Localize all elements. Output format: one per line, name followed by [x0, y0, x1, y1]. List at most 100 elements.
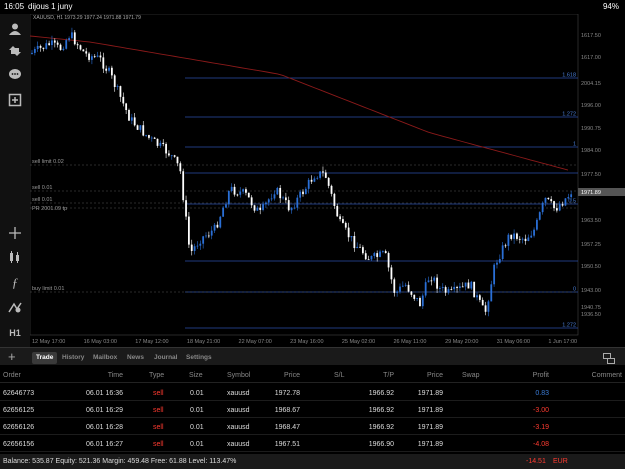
col-order[interactable]: Order: [3, 372, 21, 379]
col-swap[interactable]: Swap: [462, 372, 480, 379]
candle-body: [444, 287, 447, 293]
cell-cur-price: 1971.89: [417, 407, 443, 414]
candle-body: [139, 125, 142, 130]
trade-icon[interactable]: [5, 42, 25, 60]
candle-body: [544, 197, 547, 203]
candle-body: [45, 43, 48, 49]
add-icon[interactable]: [5, 91, 25, 109]
layout-icon[interactable]: [603, 351, 615, 369]
candle-body: [205, 235, 207, 237]
col-tp[interactable]: T/P: [383, 372, 394, 379]
candle-body: [190, 244, 193, 251]
candle-body: [62, 48, 65, 50]
current-price-label: 1971.89: [581, 190, 601, 196]
candle-body: [430, 280, 433, 282]
candle-body: [48, 43, 51, 46]
price-axis-label: 1963.50: [581, 218, 601, 224]
col-symbol[interactable]: Symbol: [227, 372, 251, 379]
tab-settings[interactable]: Settings: [186, 354, 212, 361]
col-profit[interactable]: Profit: [532, 372, 549, 379]
cell-time: 06.01 16:29: [86, 407, 123, 414]
candle-body: [570, 194, 573, 198]
table-row[interactable]: 62646773 06.01 16:36 sell 0.01 xauusd 1972.78…: [0, 384, 625, 401]
candle-body: [267, 199, 270, 203]
col-time[interactable]: Time: [107, 372, 123, 379]
candle-body: [179, 163, 182, 172]
candle-body: [513, 233, 515, 239]
candle-body: [356, 246, 359, 249]
candle-body: [339, 216, 341, 220]
chat-icon[interactable]: [5, 66, 25, 84]
candle-body: [461, 286, 464, 288]
tab-journal[interactable]: Journal: [154, 354, 178, 361]
date-axis-label: 12 May 17:00: [32, 339, 65, 345]
candle-body: [276, 187, 279, 195]
candle-body: [527, 237, 530, 241]
candle-body: [516, 233, 518, 239]
candle-body: [330, 185, 333, 194]
table-row[interactable]: 62656125 06.01 16:29 sell 0.01 xauusd 1968.67…: [0, 401, 625, 418]
candle-body: [433, 277, 436, 281]
cell-type: sell: [153, 407, 164, 414]
candle-body: [290, 207, 293, 211]
candle-body: [561, 204, 564, 206]
tab-bar: + Trade History Mailbox News Journal Set…: [0, 347, 625, 365]
col-type[interactable]: Type: [149, 372, 165, 379]
candle-body: [259, 207, 262, 210]
status-date: dijous 1 juny: [28, 2, 73, 11]
moving-average-line: [30, 35, 569, 171]
col-comment[interactable]: Comment: [591, 372, 622, 379]
candle-body: [96, 55, 99, 57]
candle-body: [236, 194, 239, 196]
candle-body: [65, 40, 68, 49]
table-row[interactable]: 62656126 06.01 16:28 sell 0.01 xauusd 1968.47…: [0, 418, 625, 435]
candle-body: [102, 57, 105, 69]
price-axis-label: 1943.00: [581, 288, 601, 294]
currency-label: EUR: [553, 458, 568, 465]
candle-body: [550, 199, 553, 202]
timeframe-button[interactable]: H1: [9, 328, 21, 338]
candle-body: [302, 191, 304, 195]
date-axis-label: 1 Jun 17:00: [548, 339, 577, 345]
candle-body: [447, 289, 450, 293]
candle-body: [202, 236, 205, 244]
chart-canvas[interactable]: 1.618 1.272 1 0.5 0 1.272 sell limit 0.02 sell …: [30, 14, 625, 347]
tab-history[interactable]: History: [62, 354, 85, 361]
candle-body: [304, 188, 307, 195]
function-icon[interactable]: ƒ: [11, 275, 19, 290]
fib-label: 1: [573, 142, 576, 148]
candle-body: [71, 32, 73, 39]
candle-body: [493, 264, 496, 285]
candle-body: [82, 49, 85, 52]
table-row[interactable]: 62656156 06.01 16:27 sell 0.01 xauusd 1967.51…: [0, 435, 625, 452]
crosshair-icon[interactable]: [5, 224, 25, 242]
candle-body: [487, 301, 490, 312]
cell-order: 62656126: [3, 424, 35, 431]
candle-body: [387, 253, 390, 268]
candle-body: [496, 262, 498, 265]
price-axis-label: 2004.15: [581, 81, 601, 87]
col-size[interactable]: Size: [189, 372, 203, 379]
col-sl[interactable]: S/L: [334, 372, 345, 379]
candle-body: [478, 295, 481, 300]
candle-body: [399, 286, 401, 292]
tab-news[interactable]: News: [127, 354, 144, 361]
candle-body: [381, 251, 384, 252]
cell-price: 1968.67: [274, 407, 300, 414]
candle-body: [558, 204, 561, 211]
candle-body: [91, 56, 93, 60]
indicators-icon[interactable]: [5, 248, 25, 266]
candle-body: [239, 191, 242, 195]
price-chart[interactable]: 1.618 1.272 1 0.5 0 1.272 sell limit 0.02 sell …: [30, 14, 625, 347]
candle-body: [113, 75, 116, 88]
col-price[interactable]: Price: [284, 372, 300, 379]
account-icon[interactable]: [5, 20, 25, 38]
candle-body: [165, 144, 167, 154]
add-tab-icon[interactable]: +: [8, 349, 16, 364]
tab-mailbox[interactable]: Mailbox: [93, 354, 118, 361]
candle-body: [370, 255, 373, 260]
candle-body: [310, 179, 313, 182]
tab-trade[interactable]: Trade: [32, 352, 58, 364]
objects-icon[interactable]: [5, 298, 25, 316]
col-cur-price[interactable]: Price: [427, 372, 443, 379]
